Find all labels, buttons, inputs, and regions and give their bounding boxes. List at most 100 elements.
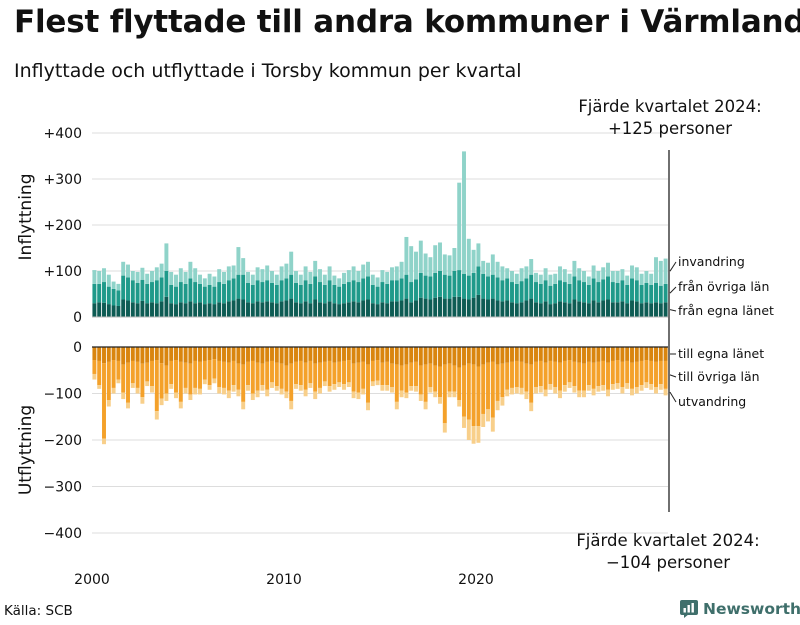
bar-out-segment xyxy=(577,347,582,363)
brand-logo[interactable]: Newsworthy xyxy=(680,600,800,618)
bar-out-segment xyxy=(644,382,649,388)
bar-out-segment xyxy=(591,388,596,396)
bar-out-segment xyxy=(380,385,385,391)
bar-in-segment xyxy=(428,299,433,317)
bar-in-segment xyxy=(279,280,284,302)
bar-out-segment xyxy=(236,347,241,364)
bar-out-segment xyxy=(495,400,500,411)
bar-out-segment xyxy=(106,400,111,407)
bar-out-segment xyxy=(394,401,399,410)
bar-out-segment xyxy=(284,347,289,366)
bar-in-segment xyxy=(476,243,481,267)
bar-out-segment xyxy=(274,362,279,387)
bar-in-segment xyxy=(490,298,495,317)
bar-in-segment xyxy=(169,303,174,317)
bar-out-segment xyxy=(236,389,241,397)
bar-in-segment xyxy=(567,283,572,304)
bar-in-segment xyxy=(327,266,332,281)
bar-in-segment xyxy=(121,261,126,276)
bar-in-segment xyxy=(519,302,524,317)
bar-in-segment xyxy=(639,303,644,317)
bar-in-segment xyxy=(106,274,111,287)
bar-out-segment xyxy=(490,417,495,432)
bar-in-segment xyxy=(327,301,332,317)
bar-in-segment xyxy=(409,302,414,317)
bar-out-segment xyxy=(428,347,433,364)
bar-in-segment xyxy=(529,274,534,299)
bar-out-segment xyxy=(154,347,159,361)
bar-in-segment xyxy=(366,261,370,277)
bar-in-segment xyxy=(471,249,476,273)
bar-in-segment xyxy=(159,277,164,302)
bar-out-segment xyxy=(212,347,217,360)
bar-in-segment xyxy=(265,301,270,317)
bar-out-segment xyxy=(553,347,558,362)
bar-out-segment xyxy=(639,347,644,361)
bar-out-segment xyxy=(596,386,601,392)
bar-in-segment xyxy=(610,271,615,283)
series-label-bottom: till egna länet xyxy=(678,346,764,361)
bar-in-segment xyxy=(202,286,207,305)
bar-in-segment xyxy=(558,301,562,317)
bar-in-segment xyxy=(543,280,548,302)
bar-out-segment xyxy=(514,360,519,387)
bar-in-segment xyxy=(222,283,226,304)
bar-in-segment xyxy=(452,296,457,317)
bar-out-segment xyxy=(649,384,654,390)
bar-out-segment xyxy=(490,361,495,418)
bar-in-segment xyxy=(207,284,212,304)
bar-out-segment xyxy=(606,362,610,390)
bar-in-segment xyxy=(250,303,255,317)
bar-in-segment xyxy=(346,270,351,283)
bar-in-segment xyxy=(505,268,510,279)
bar-out-segment xyxy=(649,360,654,385)
bar-in-segment xyxy=(510,271,514,283)
bar-in-segment xyxy=(385,271,390,284)
bar-in-segment xyxy=(423,253,428,276)
bar-in-segment xyxy=(135,282,140,304)
bar-out-segment xyxy=(577,390,582,398)
bar-out-segment xyxy=(303,347,308,363)
bar-out-segment xyxy=(610,384,615,390)
bar-out-segment xyxy=(519,347,524,362)
bar-out-segment xyxy=(183,387,188,394)
bar-out-segment xyxy=(495,347,500,365)
bar-in-segment xyxy=(332,275,337,285)
bar-in-segment xyxy=(183,303,188,317)
bar-out-segment xyxy=(654,386,658,394)
bar-in-segment xyxy=(342,283,346,304)
bar-in-segment xyxy=(495,277,500,301)
y-tick-label-top: +300 xyxy=(44,172,82,188)
bar-in-segment xyxy=(510,302,514,317)
bar-out-segment xyxy=(222,361,226,388)
bar-out-segment xyxy=(174,347,178,361)
bar-in-segment xyxy=(418,240,423,273)
bar-in-segment xyxy=(356,271,361,283)
bar-in-segment xyxy=(390,301,394,317)
bar-out-segment xyxy=(606,389,610,397)
bar-in-segment xyxy=(471,272,476,298)
bar-in-segment xyxy=(255,267,260,281)
bar-out-segment xyxy=(510,361,514,388)
bar-in-segment xyxy=(246,282,250,303)
bar-out-segment xyxy=(102,438,106,445)
bar-in-segment xyxy=(241,299,246,317)
bar-in-segment xyxy=(342,303,346,317)
bar-in-segment xyxy=(414,279,418,301)
bar-out-segment xyxy=(390,347,394,364)
bar-in-segment xyxy=(303,301,308,317)
bar-in-segment xyxy=(447,255,452,276)
bar-in-segment xyxy=(606,276,610,300)
bar-in-segment xyxy=(577,268,582,281)
bar-out-segment xyxy=(409,347,414,363)
bar-out-segment xyxy=(303,362,308,390)
bar-in-segment xyxy=(188,301,193,317)
bar-out-segment xyxy=(562,347,567,361)
bar-in-segment xyxy=(154,267,159,281)
bar-in-segment xyxy=(524,300,529,317)
bar-in-segment xyxy=(145,283,150,304)
bar-out-segment xyxy=(193,347,198,361)
bar-out-segment xyxy=(361,388,366,395)
bar-in-segment xyxy=(164,296,169,317)
bar-in-segment xyxy=(591,300,596,317)
